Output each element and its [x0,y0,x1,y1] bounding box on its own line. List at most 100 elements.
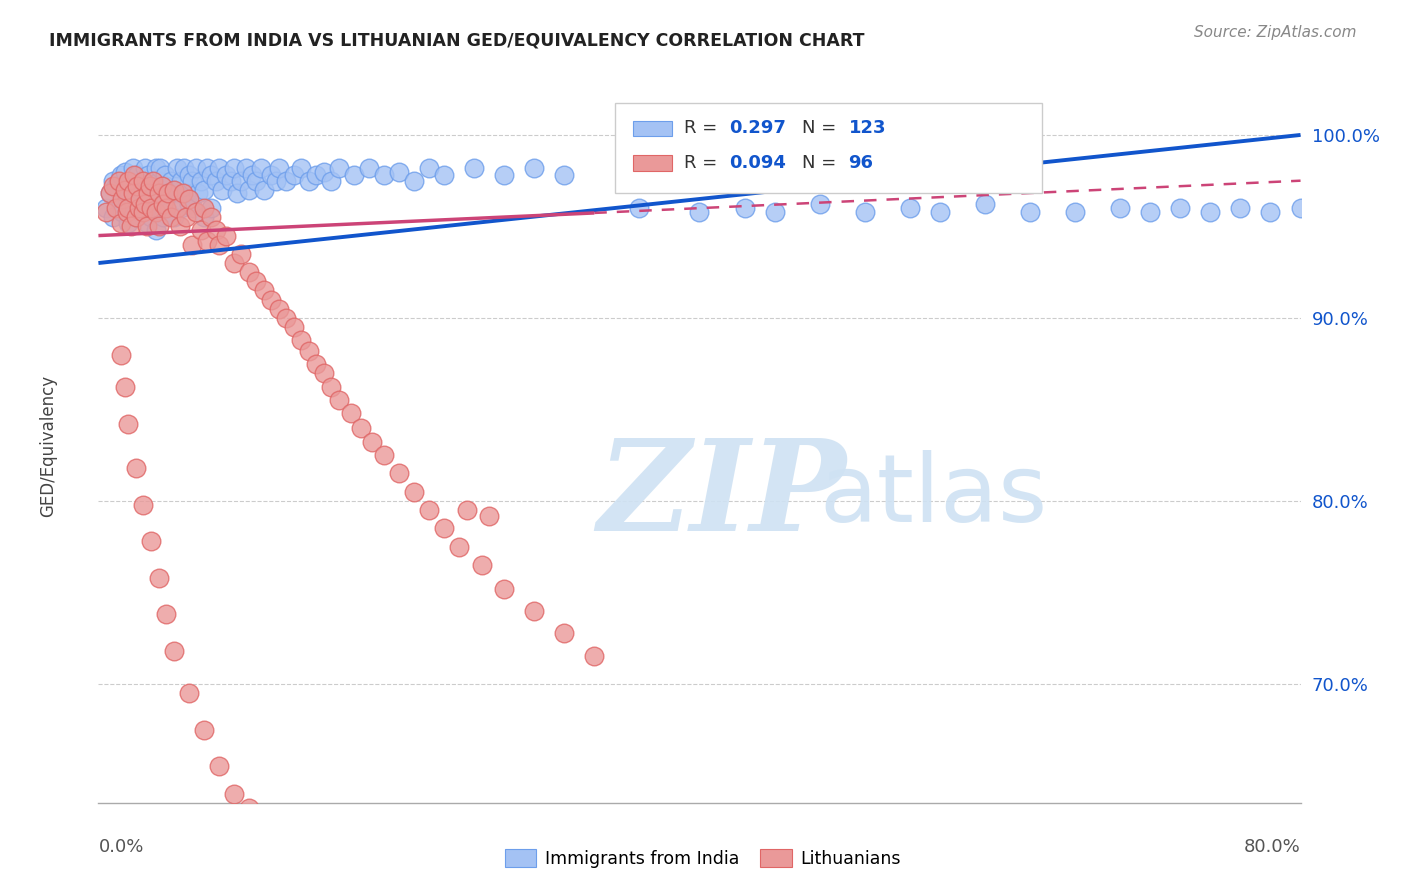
Text: N =: N = [801,120,842,137]
Point [117,174,139,188]
Point [225,186,247,201]
Point [321,380,343,394]
Point [231,247,253,261]
Point [111,192,134,206]
Point [190,223,212,237]
Point [114,183,136,197]
Point [177,197,200,211]
Point [187,186,209,201]
Point [328,161,350,175]
Point [523,604,546,618]
Point [1379,204,1402,219]
Point [734,201,756,215]
Point [177,192,200,206]
Point [343,168,366,182]
Point [170,201,193,215]
Point [211,183,233,197]
Bar [633,120,672,136]
Point [208,161,231,175]
Point [114,380,136,394]
Point [148,571,170,585]
Point [167,186,190,201]
Point [132,201,155,215]
Text: 0.094: 0.094 [730,153,786,171]
Point [553,168,575,182]
Point [138,179,160,194]
Point [122,186,145,201]
Point [103,211,125,225]
Point [260,168,283,182]
Point [125,211,148,225]
Point [145,204,167,219]
Point [471,558,494,572]
Point [240,168,263,182]
Point [135,216,157,230]
Point [388,467,411,481]
Point [1170,201,1192,215]
Point [117,417,139,431]
Text: Source: ZipAtlas.com: Source: ZipAtlas.com [1194,25,1357,40]
Text: 96: 96 [849,153,873,171]
Point [135,186,157,201]
Point [184,204,207,219]
Point [152,197,174,211]
Point [129,204,152,219]
Point [222,256,245,270]
Point [418,503,440,517]
Point [388,164,411,178]
Point [117,201,139,215]
Point [238,801,260,815]
Point [305,357,328,371]
Point [418,161,440,175]
Point [298,174,321,188]
Point [204,223,226,237]
Text: GED/Equivalency: GED/Equivalency [39,375,56,517]
Point [139,211,162,225]
Point [204,174,226,188]
Point [110,197,132,211]
Point [433,168,456,182]
Point [177,168,200,182]
Point [238,265,260,279]
Point [523,161,546,175]
Point [148,201,170,215]
Point [974,197,997,211]
Point [166,161,188,175]
Point [305,168,328,182]
Point [111,204,134,219]
Point [148,219,170,234]
Point [145,223,167,237]
Point [1019,204,1042,219]
Point [132,174,155,188]
Point [583,649,606,664]
Text: R =: R = [683,153,723,171]
Point [149,161,172,175]
Point [184,161,207,175]
Point [114,164,136,178]
Point [117,183,139,197]
Point [763,204,786,219]
Point [276,174,298,188]
Point [136,168,159,182]
Point [155,179,177,194]
Point [215,228,238,243]
Point [155,201,177,215]
Point [132,498,155,512]
Point [267,161,290,175]
Point [127,179,149,194]
Point [321,174,343,188]
Point [478,508,501,523]
Point [463,161,485,175]
Text: IMMIGRANTS FROM INDIA VS LITHUANIAN GED/EQUIVALENCY CORRELATION CHART: IMMIGRANTS FROM INDIA VS LITHUANIAN GED/… [49,31,865,49]
Point [110,347,132,361]
Point [193,723,215,737]
Point [208,759,231,773]
Point [193,183,215,197]
Point [121,219,143,234]
Point [139,183,162,197]
Point [181,201,204,215]
Point [190,174,212,188]
Point [128,201,150,215]
Point [110,168,132,182]
Point [312,164,335,178]
